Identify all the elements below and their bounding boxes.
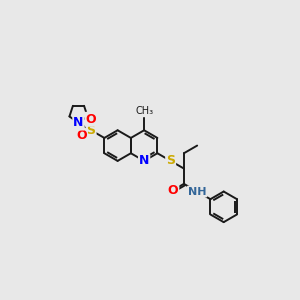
Text: NH: NH [188,187,206,196]
Text: S: S [166,154,175,167]
Text: N: N [139,154,149,167]
Text: N: N [73,116,84,130]
Text: O: O [168,184,178,196]
Text: O: O [76,129,87,142]
Text: CH₃: CH₃ [135,106,153,116]
Text: O: O [86,113,96,126]
Text: S: S [87,124,96,137]
